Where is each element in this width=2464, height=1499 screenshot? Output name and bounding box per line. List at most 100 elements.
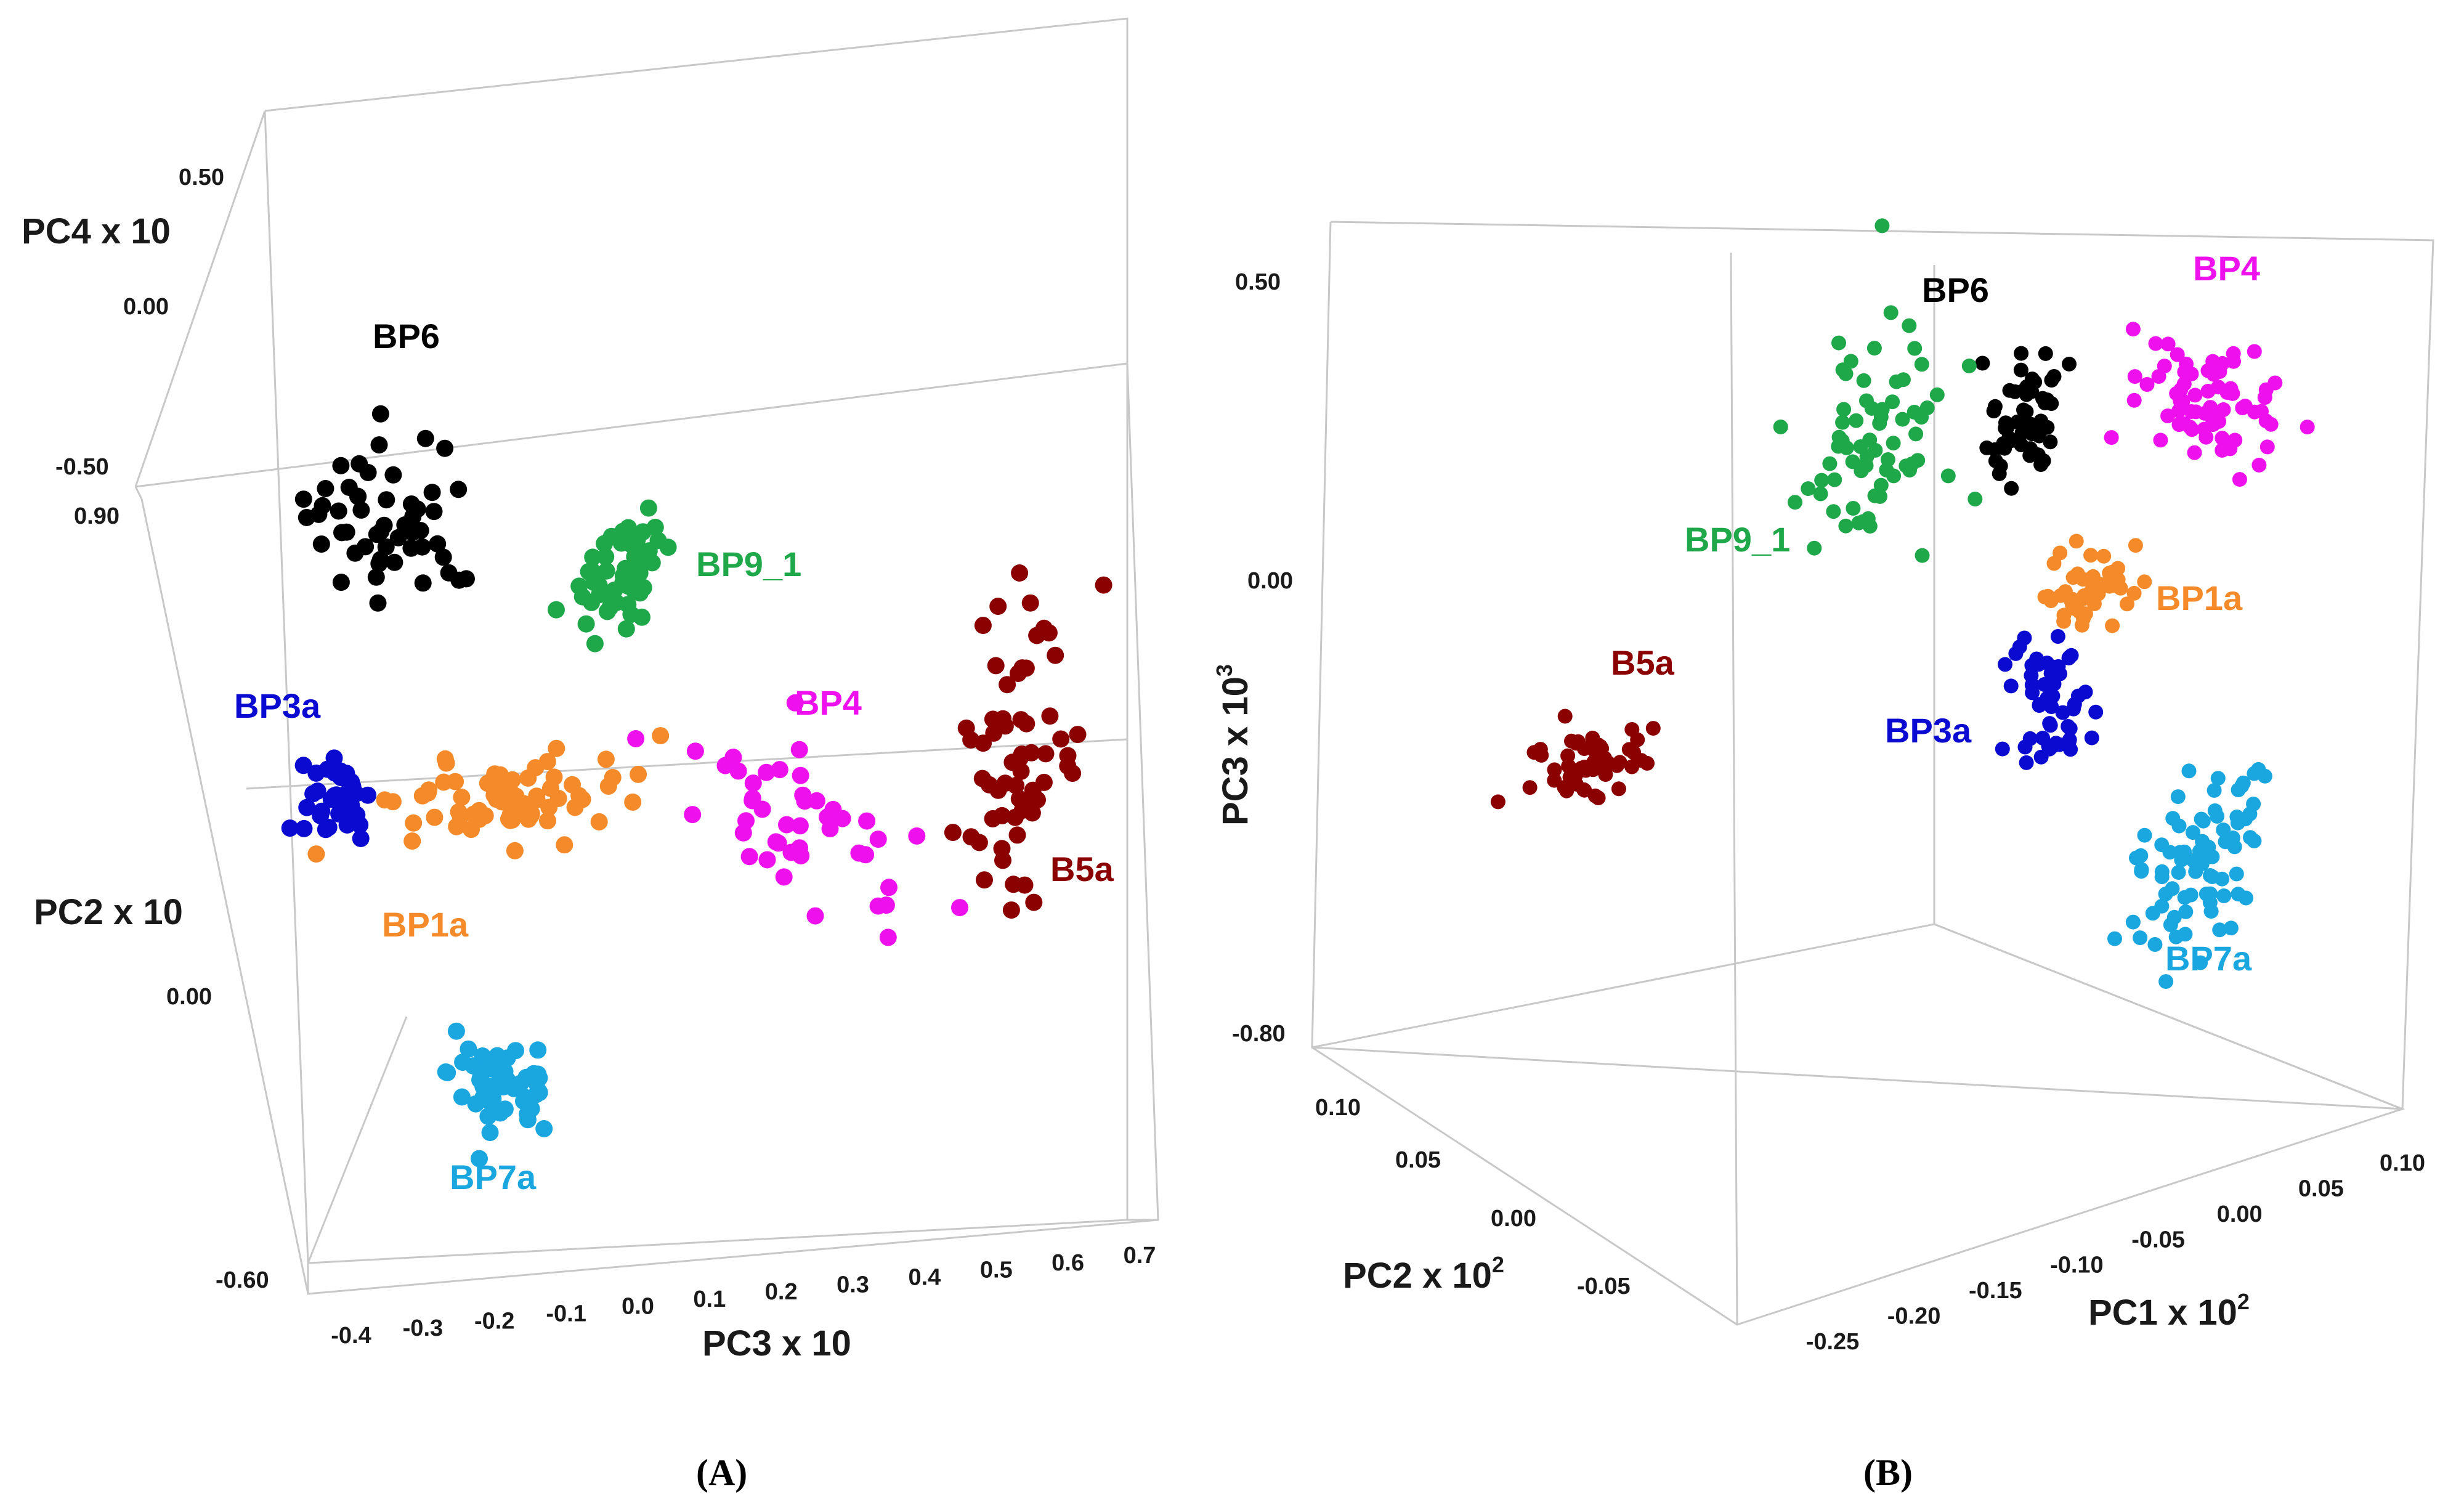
a-point-bp7a-52 (529, 1041, 547, 1059)
b-point-bp4-74 (2206, 367, 2221, 382)
b-point-bp9-1-41 (1866, 341, 1882, 356)
b-point-bp6-7 (2043, 434, 2058, 450)
b-y-tick-2: 0.00 (1491, 1206, 1536, 1232)
a-point-bp4-43 (684, 806, 702, 824)
b-point-bp4-60 (2160, 336, 2176, 352)
a-point-bp7a-54 (492, 1078, 509, 1095)
b-point-bp9-1-65 (1858, 457, 1873, 473)
a-point-bp7a-32 (437, 1063, 455, 1081)
a-point-bp1a-57 (453, 789, 471, 806)
b-point-bp7a-48 (2181, 763, 2197, 779)
b-point-bp3a-25 (2022, 731, 2038, 746)
b-label-bp9-1: BP9_1 (1685, 520, 1790, 559)
b-point-bp9-1-38 (1929, 387, 1945, 402)
b-point-bp7a-64 (2188, 864, 2203, 879)
b-point-bp7a-23 (2177, 890, 2192, 905)
b-label-bp4: BP4 (2193, 249, 2260, 288)
a-point-bp6-49 (349, 488, 367, 505)
b-point-bp4-53 (2226, 346, 2241, 361)
a-point-bp4-41 (806, 907, 824, 925)
b-point-b5a-49 (1612, 755, 1627, 770)
b-point-bp3a-14 (2088, 704, 2104, 720)
b-point-bp6-50 (2022, 448, 2038, 463)
b-point-bp6-32 (1986, 404, 2001, 419)
b-x-tick-0: -0.25 (1806, 1329, 1860, 1355)
a-point-bp9-1-38 (601, 598, 619, 616)
a-point-bp9-1-50 (619, 519, 637, 537)
b-point-bp4-2 (2125, 322, 2141, 337)
b-point-bp9-1-1 (1883, 305, 1899, 320)
a-point-bp7a-50 (474, 1089, 492, 1107)
a-point-b5a-35 (1037, 745, 1055, 763)
a-point-bp6-26 (389, 529, 407, 546)
b-point-bp1a-44 (2083, 548, 2099, 563)
a-x-tick-6: 0.2 (765, 1279, 798, 1305)
b-point-bp6-35 (2016, 402, 2031, 418)
b-point-bp3a-53 (2032, 698, 2047, 713)
a-point-bp3a-33 (304, 785, 322, 803)
a-point-bp6-38 (332, 574, 350, 591)
b-point-bp3a-54 (2045, 688, 2061, 704)
b-point-bp3a-44 (2067, 697, 2082, 712)
a-point-bp9-1-46 (617, 620, 635, 638)
b-point-bp7a-59 (2154, 837, 2170, 853)
b-point-bp3a-20 (2084, 730, 2099, 745)
a-point-bp1a-64 (604, 769, 622, 786)
b-z-tick-2: -0.80 (1232, 1021, 1286, 1047)
a-point-bp4-10 (794, 786, 812, 804)
a-label-bp9-1: BP9_1 (696, 545, 801, 583)
b-point-bp9-1-56 (1885, 394, 1900, 410)
a-point-bp4-30 (824, 800, 842, 818)
a-point-bp9-1-16 (646, 518, 664, 536)
b-point-bp6-53 (2046, 369, 2062, 384)
b-point-bp1a-48 (2069, 534, 2084, 549)
b-z-tick-0: 0.50 (1235, 269, 1281, 295)
a-z-tick-1: 0.00 (123, 294, 169, 320)
a-x-tick-3: -0.1 (546, 1301, 586, 1327)
b-point-bp9-1-66 (1851, 515, 1866, 530)
a-point-bp6-50 (359, 464, 377, 481)
b-point-bp3a-16 (1998, 657, 2012, 672)
a-points (281, 405, 1112, 1168)
a-point-bp4-39 (744, 789, 761, 807)
b-point-bp9-1-54 (1915, 548, 1930, 563)
a-point-b5a-58 (1023, 804, 1041, 822)
a-point-bp6-39 (450, 481, 468, 498)
a-point-bp9-1-48 (617, 561, 635, 579)
a-point-b5a-57 (1005, 875, 1023, 893)
b-z-axis-title: PC3 x 103 (1212, 664, 1255, 826)
a-point-bp4-36 (821, 820, 839, 838)
a-point-bp4-38 (734, 824, 752, 842)
b-point-bp9-1-21 (1968, 492, 1983, 506)
a-point-bp9-1-49 (630, 577, 648, 595)
b-point-bp1a-47 (2080, 587, 2095, 603)
a-point-bp4-14 (767, 833, 785, 851)
a-x-ticks: -0.4 -0.3 -0.2 -0.1 0.0 0.1 0.2 0.3 0.4 0.5 0.6 0.7 (331, 1243, 1156, 1349)
b-point-bp6-48 (2013, 362, 2028, 378)
b-point-bp3a-0 (2003, 678, 2019, 694)
b-point-bp7a-11 (2163, 917, 2178, 932)
a-point-bp4-25 (782, 843, 800, 861)
b-point-bp9-1-36 (1838, 518, 1854, 534)
a-point-b5a-50 (1064, 765, 1082, 782)
a-point-bp3a-2 (313, 802, 331, 820)
a-point-b5a-46 (1011, 749, 1029, 767)
b-point-bp9-1-51 (1845, 454, 1860, 469)
b-point-bp9-1-55 (1853, 439, 1868, 454)
b-point-bp9-1-58 (1846, 501, 1861, 516)
a-x-tick-11: 0.7 (1124, 1243, 1156, 1269)
a-point-bp3a-16 (298, 798, 316, 816)
b-point-bp4-56 (2187, 388, 2203, 403)
b-point-b5a-33 (1576, 782, 1592, 797)
a-point-bp4-29 (880, 879, 898, 896)
b-x-tick-4: -0.05 (2131, 1227, 2185, 1253)
b-point-bp3a-51 (2041, 738, 2056, 754)
a-point-bp1a-71 (528, 790, 546, 808)
b-label-bp6: BP6 (1922, 270, 1989, 309)
b-point-bp9-1-34 (1873, 477, 1889, 493)
b-point-bp7a-25 (2216, 888, 2232, 903)
b-point-bp4-51 (2169, 386, 2184, 401)
a-point-bp4-17 (879, 928, 897, 946)
b-point-bp9-1-69 (1862, 519, 1878, 534)
b-label-bp1a: BP1a (2156, 579, 2243, 617)
